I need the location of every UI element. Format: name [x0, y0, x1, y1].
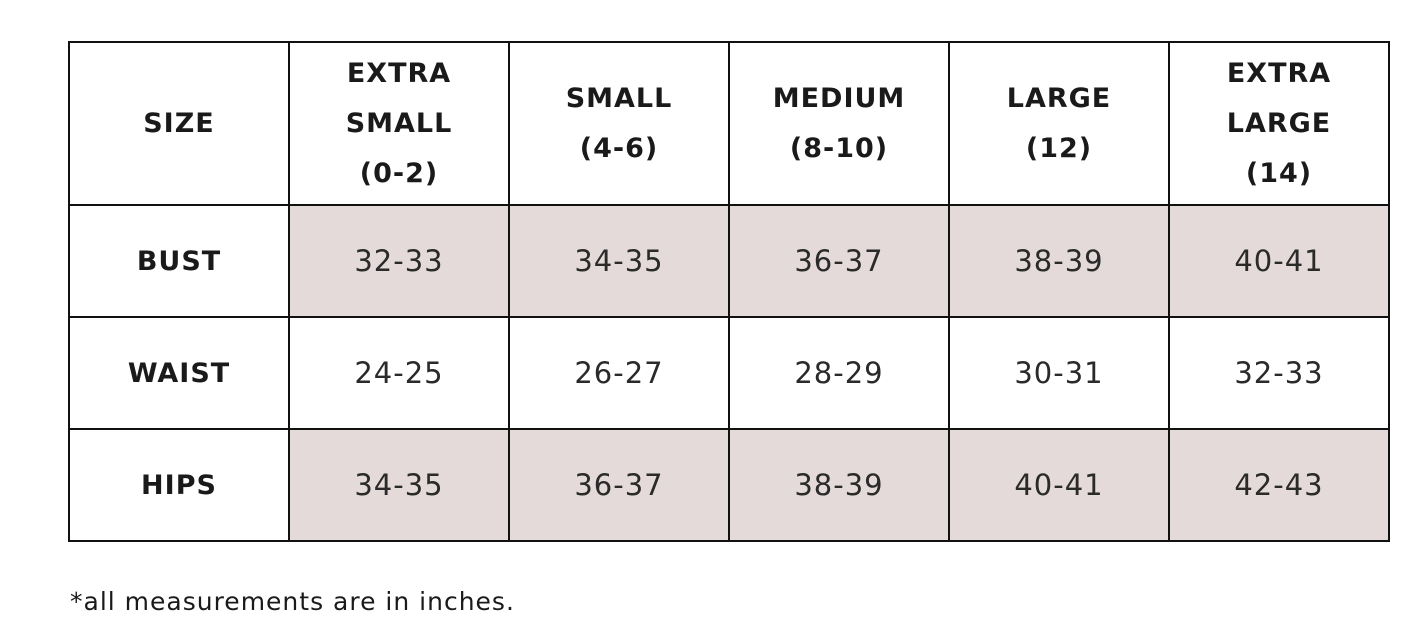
table-cell: 24-25 — [288, 316, 510, 430]
table-cell: 26-27 — [508, 316, 730, 430]
table-row-bust: BUST 32-33 34-35 36-37 38-39 40-41 — [68, 204, 1390, 318]
header-large-name: LARGE — [1006, 82, 1112, 114]
table-cell: 34-35 — [288, 428, 510, 542]
header-medium: MEDIUM (8-10) — [728, 41, 950, 206]
header-row: SIZE EXTRA SMALL (0-2) SMALL (4-6) MEDIU… — [68, 41, 1390, 206]
header-small-range: (4-6) — [579, 132, 659, 164]
header-extra-large-range: (14) — [1245, 157, 1313, 189]
row-label-hips: HIPS — [68, 428, 290, 542]
table-cell: 40-41 — [948, 428, 1170, 542]
table-cell: 32-33 — [288, 204, 510, 318]
table-cell: 38-39 — [948, 204, 1170, 318]
size-chart-table: SIZE EXTRA SMALL (0-2) SMALL (4-6) MEDIU… — [68, 41, 1390, 542]
header-medium-name: MEDIUM — [772, 82, 906, 114]
table-cell: 42-43 — [1168, 428, 1390, 542]
table-cell: 28-29 — [728, 316, 950, 430]
row-label-bust: BUST — [68, 204, 290, 318]
table-row-hips: HIPS 34-35 36-37 38-39 40-41 42-43 — [68, 428, 1390, 542]
header-size-text: SIZE — [143, 107, 215, 139]
header-large: LARGE (12) — [948, 41, 1170, 206]
header-small-name: SMALL — [565, 82, 673, 114]
header-extra-small-name: EXTRA SMALL — [345, 57, 453, 139]
table-cell: 32-33 — [1168, 316, 1390, 430]
header-extra-small: EXTRA SMALL (0-2) — [288, 41, 510, 206]
header-large-range: (12) — [1025, 132, 1093, 164]
header-extra-large-name: EXTRA LARGE — [1226, 57, 1332, 139]
table-cell: 30-31 — [948, 316, 1170, 430]
table-cell: 38-39 — [728, 428, 950, 542]
table-row-waist: WAIST 24-25 26-27 28-29 30-31 32-33 — [68, 316, 1390, 430]
header-size-label: SIZE — [68, 41, 290, 206]
table-cell: 34-35 — [508, 204, 730, 318]
table-cell: 36-37 — [508, 428, 730, 542]
header-extra-large: EXTRA LARGE (14) — [1168, 41, 1390, 206]
table-cell: 40-41 — [1168, 204, 1390, 318]
row-label-waist: WAIST — [68, 316, 290, 430]
header-small: SMALL (4-6) — [508, 41, 730, 206]
header-medium-range: (8-10) — [789, 132, 889, 164]
table-cell: 36-37 — [728, 204, 950, 318]
measurement-footnote: *all measurements are in inches. — [70, 587, 515, 616]
header-extra-small-range: (0-2) — [359, 157, 439, 189]
